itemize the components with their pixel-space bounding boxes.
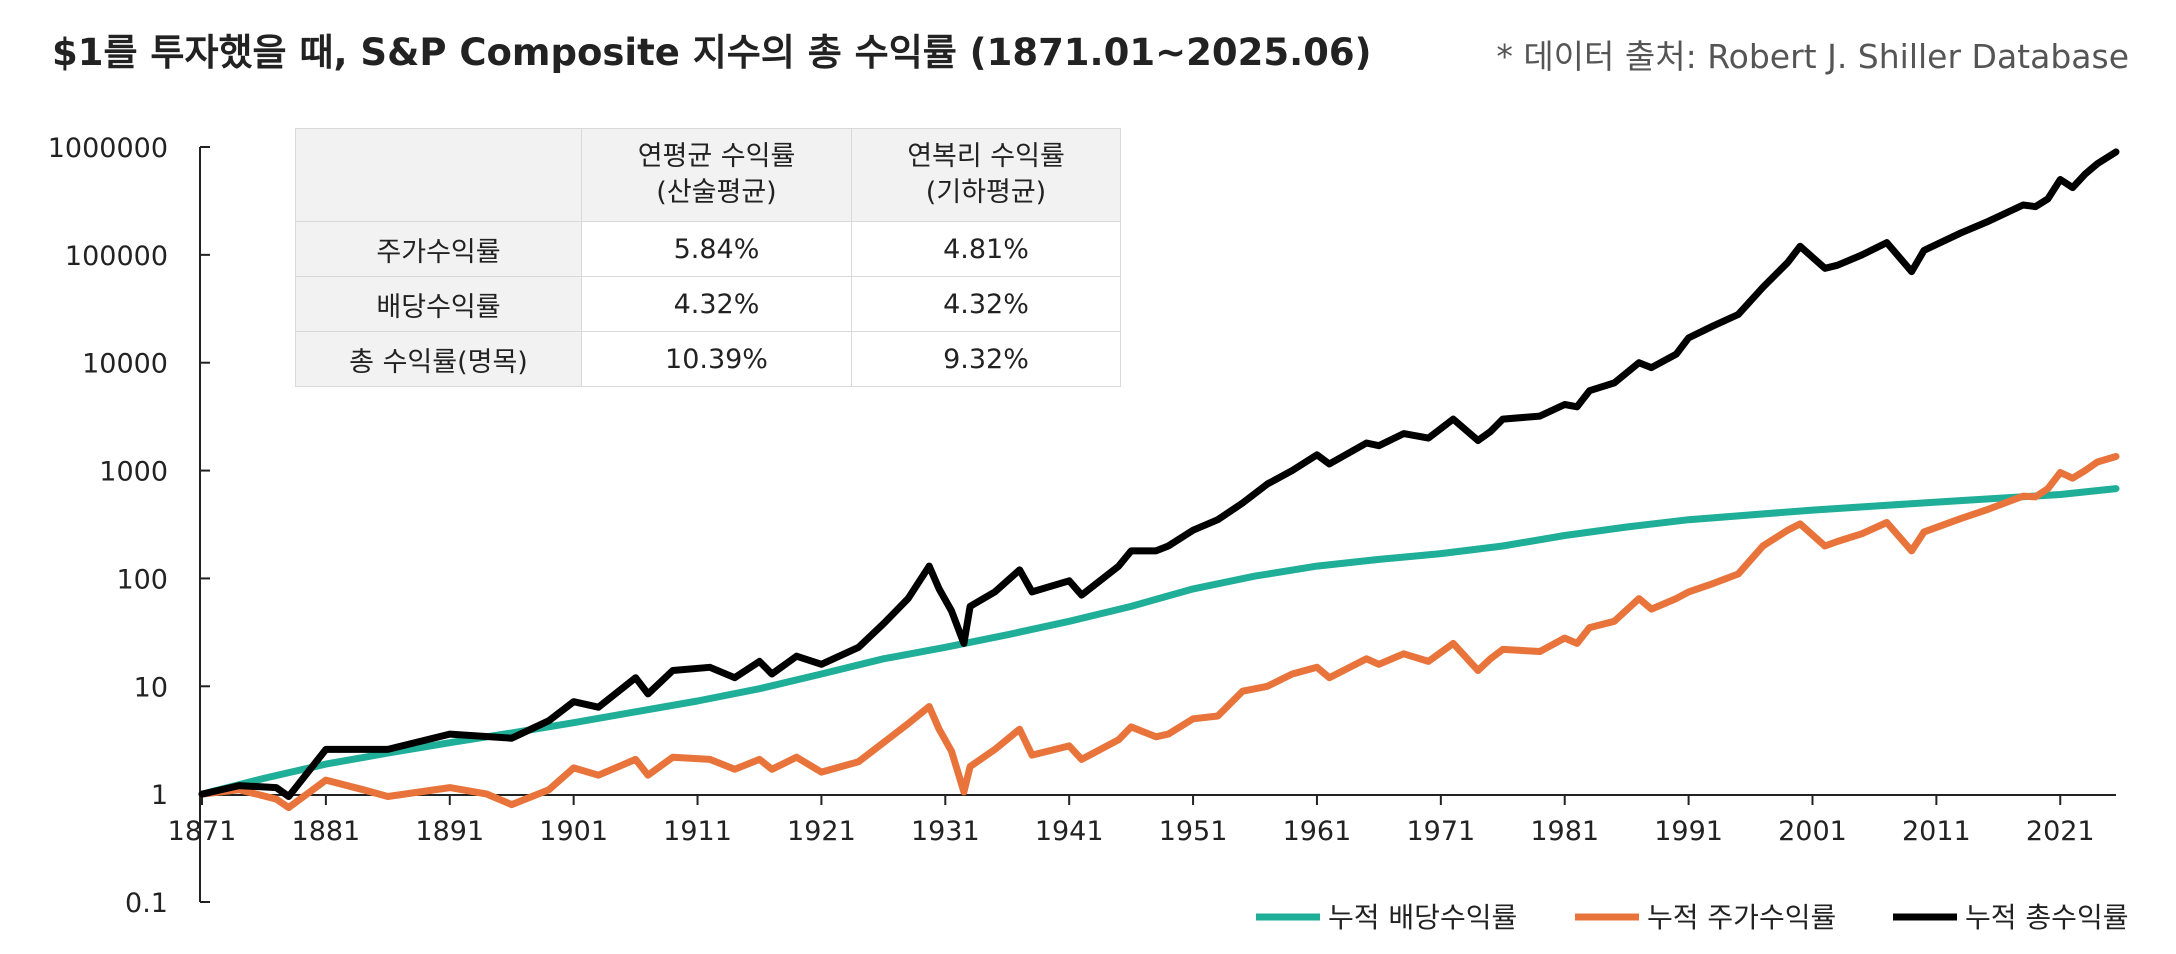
- y-tick-label: 1000: [99, 457, 168, 488]
- y-tick-label: 10000: [82, 349, 168, 380]
- row-label: 배당수익률: [295, 276, 582, 332]
- series-lines: [198, 148, 2120, 812]
- x-tick-label: 1901: [539, 816, 608, 847]
- cell-geometric: 4.81%: [851, 221, 1121, 277]
- legend: 누적 배당수익률 누적 주가수익률 누적 총수익률: [1256, 901, 2128, 934]
- x-tick-label: 1871: [168, 816, 237, 847]
- x-tick-label: 1931: [911, 816, 980, 847]
- series-line: [198, 453, 2120, 812]
- header-line: 연복리 수익률: [907, 141, 1065, 172]
- table-row: 배당수익률 4.32% 4.32%: [295, 276, 1121, 332]
- y-tick-label: 100: [116, 564, 168, 595]
- table-row: 총 수익률(명목) 10.39% 9.32%: [295, 331, 1121, 387]
- cell-geometric: 9.32%: [851, 331, 1121, 387]
- axes: 0.1 1 10 100 1000 10000 100000 1000000 1871 1881 1…: [48, 133, 2116, 919]
- x-tick-label: 1991: [1654, 816, 1723, 847]
- chart-title: $1를 투자했을 때, S&P Composite 지수의 총 수익률 (187…: [52, 31, 1372, 74]
- x-tick-label: 1911: [663, 816, 732, 847]
- y-tick-label: 1: [151, 780, 168, 811]
- x-tick-label: 1961: [1283, 816, 1352, 847]
- table-row: 주가수익률 5.84% 4.81%: [295, 221, 1121, 277]
- x-tick-label: 1891: [415, 816, 484, 847]
- row-label: 주가수익률: [295, 221, 582, 277]
- x-tick-label: 1951: [1159, 816, 1228, 847]
- header-line: 연평균 수익률: [637, 141, 796, 172]
- y-tick-label: 0.1: [125, 888, 168, 919]
- legend-label: 누적 주가수익률: [1647, 901, 1836, 934]
- x-tick-label: 1921: [787, 816, 856, 847]
- table-header-row: 연평균 수익률 (산술평균) 연복리 수익률 (기하평균): [295, 128, 1121, 222]
- data-source-note: * 데이터 출처: Robert J. Shiller Database: [1496, 37, 2129, 76]
- legend-label: 누적 배당수익률: [1328, 901, 1517, 934]
- table-header-arithmetic: 연평균 수익률 (산술평균): [581, 128, 852, 222]
- x-tick-label: 1941: [1035, 816, 1104, 847]
- x-tick-label: 1881: [292, 816, 361, 847]
- x-tick-label: 1971: [1406, 816, 1475, 847]
- y-tick-label: 100000: [65, 241, 168, 272]
- table-header-geometric: 연복리 수익률 (기하평균): [851, 128, 1121, 222]
- return-summary-table: 연평균 수익률 (산술평균) 연복리 수익률 (기하평균) 주가수익률 5.84…: [295, 128, 1121, 387]
- x-tick-label: 2021: [2026, 816, 2095, 847]
- legend-label: 누적 총수익률: [1965, 901, 2128, 934]
- series-line: [198, 485, 2120, 798]
- cell-arithmetic: 10.39%: [581, 331, 852, 387]
- x-tick-label: 2001: [1778, 816, 1847, 847]
- series-line: [198, 148, 2120, 800]
- x-tick-label: 2011: [1902, 816, 1971, 847]
- cell-arithmetic: 5.84%: [581, 221, 852, 277]
- x-tick-label: 1981: [1530, 816, 1599, 847]
- table-header-empty: [295, 128, 582, 222]
- cell-geometric: 4.32%: [851, 276, 1121, 332]
- y-tick-label: 10: [134, 672, 168, 703]
- cell-arithmetic: 4.32%: [581, 276, 852, 332]
- row-label: 총 수익률(명목): [295, 331, 582, 387]
- y-tick-label: 1000000: [48, 133, 168, 164]
- header-line: (기하평균): [925, 177, 1047, 208]
- header-line: (산술평균): [656, 177, 777, 208]
